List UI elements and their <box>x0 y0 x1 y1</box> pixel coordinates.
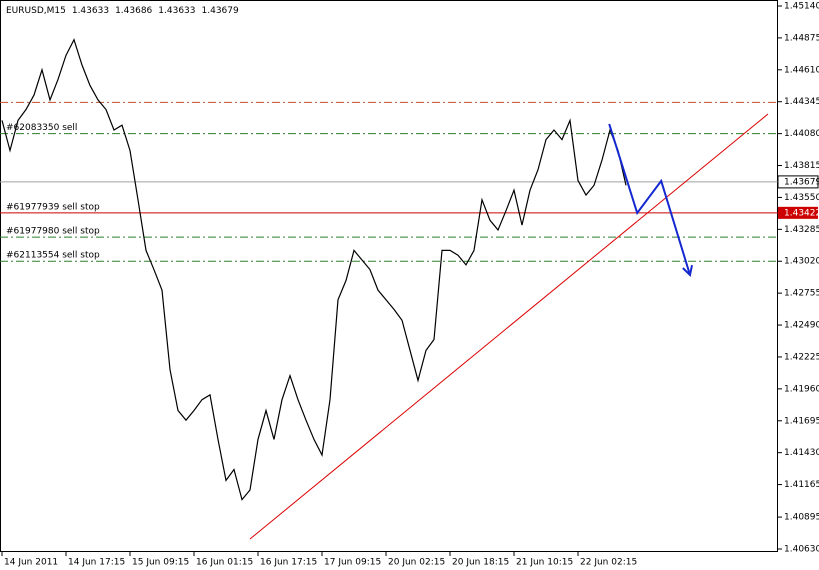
y-tick-label: 1.41165 <box>784 480 819 490</box>
y-tick-label: 1.43815 <box>784 161 819 171</box>
bid-tag-label: 1.43679 <box>784 177 819 187</box>
x-tick-label: 14 Jun 2011 <box>4 558 58 568</box>
y-tick-label: 1.41695 <box>784 416 819 426</box>
y-tick-label: 1.42755 <box>784 289 819 299</box>
bid-tag <box>777 175 819 189</box>
x-tick-label: 17 Jun 09:15 <box>324 558 381 568</box>
y-tick-label: 1.45140 <box>784 2 819 12</box>
ohlc-value: 1.43633 <box>158 6 195 16</box>
x-tick-label: 20 Jun 18:15 <box>452 558 509 568</box>
stop-tag-label: 1.43422 <box>784 208 819 218</box>
x-tick-label: 16 Jun 17:15 <box>260 558 317 568</box>
y-tick-label: 1.42490 <box>784 321 819 331</box>
chart-header: EURUSD,M15 1.43633 1.43686 1.43633 1.43679 <box>6 6 239 16</box>
trendline <box>249 113 769 540</box>
y-tick-label: 1.43550 <box>784 193 819 203</box>
y-tick-label: 1.40630 <box>784 544 819 554</box>
x-tick-label: 20 Jun 02:15 <box>388 558 445 568</box>
y-tick-label: 1.41960 <box>784 384 819 394</box>
x-tick-label: 14 Jun 17:15 <box>68 558 125 568</box>
y-tick-label: 1.42225 <box>784 352 819 362</box>
y-tick-label: 1.44080 <box>784 129 819 139</box>
y-tick-label: 1.44345 <box>784 97 819 107</box>
order-label: #61977939 sell stop <box>6 202 100 212</box>
ohlc-value: 1.43686 <box>115 6 152 16</box>
ohlc-value: 1.43679 <box>202 6 239 16</box>
x-tick-label: 22 Jun 02:15 <box>580 558 637 568</box>
stop-tag <box>778 206 818 219</box>
y-tick-label: 1.43285 <box>784 225 819 235</box>
x-tick-label: 21 Jun 10:15 <box>516 558 573 568</box>
arrow-head <box>682 264 693 277</box>
ohlc-value: 1.43633 <box>72 6 109 16</box>
y-tick-label: 1.44610 <box>784 65 819 75</box>
x-tick-label: 16 Jun 01:15 <box>196 558 253 568</box>
x-tick-label: 15 Jun 09:15 <box>132 558 189 568</box>
order-label: #62083350 sell <box>6 123 77 133</box>
symbol: EURUSD,M15 <box>6 6 66 16</box>
y-tick-label: 1.41430 <box>784 448 819 458</box>
price-line <box>1 38 627 501</box>
y-tick-label: 1.40895 <box>784 513 819 523</box>
plot-frame <box>0 0 778 552</box>
y-tick-label: 1.43020 <box>784 257 819 267</box>
y-tick-label: 1.44875 <box>784 33 819 43</box>
order-label: #62113554 sell stop <box>6 251 100 261</box>
forecast-arrow <box>608 123 691 276</box>
order-label: #61977980 sell stop <box>6 227 100 237</box>
